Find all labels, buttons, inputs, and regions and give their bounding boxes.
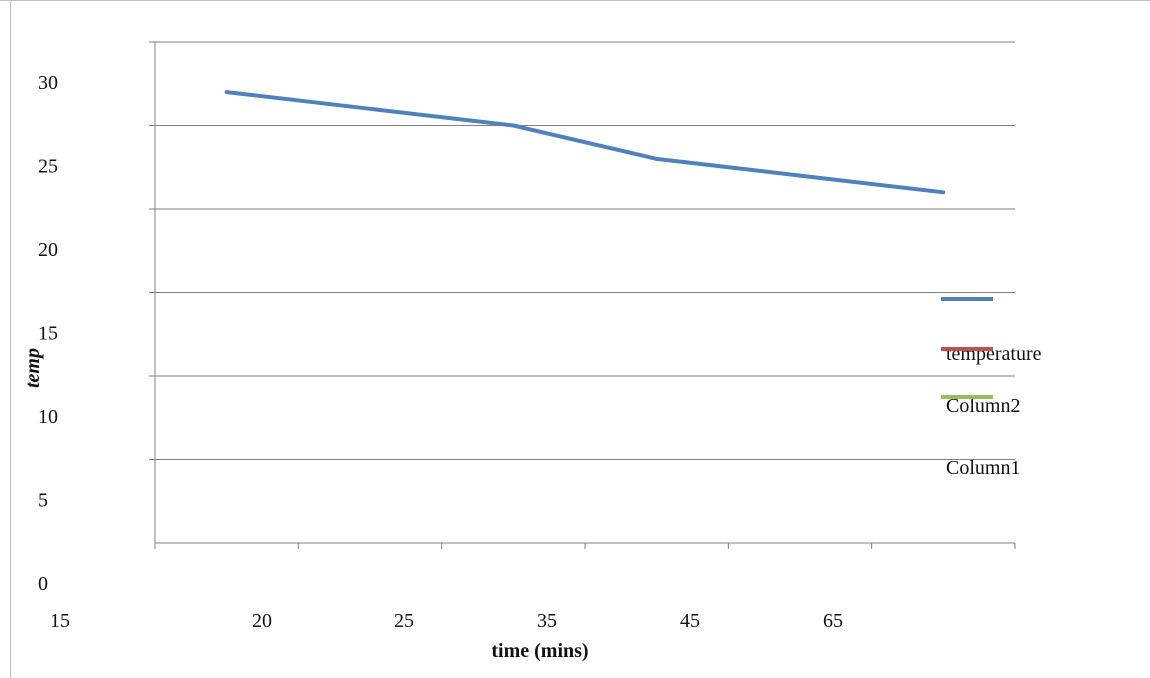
series-lines — [224, 90, 946, 195]
x-tick-label: 15 — [50, 610, 70, 632]
y-tick-label: 20 — [38, 239, 58, 261]
x-tick-label: 35 — [537, 610, 557, 632]
axes — [149, 41, 1016, 549]
y-tick-label: 0 — [38, 573, 48, 595]
legend-label: Column1 — [946, 457, 1020, 479]
legend-label: Column2 — [946, 395, 1020, 417]
y-tick-labels: 0 5 10 15 20 25 30 — [38, 72, 58, 595]
gridlines — [155, 41, 1015, 460]
frame-left-border — [10, 0, 11, 678]
frame-top-border — [0, 0, 1150, 1]
x-tick-label: 25 — [394, 610, 414, 632]
legend-label: temperature — [946, 343, 1042, 365]
y-tick-label: 10 — [38, 406, 58, 428]
x-tick-label: 45 — [680, 610, 700, 632]
series-line-temperature — [224, 90, 946, 195]
y-tick-label: 5 — [38, 490, 48, 512]
x-tick-labels: 15 20 25 35 45 65 — [50, 610, 843, 632]
x-axis-title: time (mins) — [491, 640, 588, 662]
y-tick-label: 30 — [38, 72, 58, 94]
y-tick-label: 15 — [38, 323, 58, 345]
y-axis-title: temp — [22, 348, 44, 388]
x-tick-label: 20 — [252, 610, 272, 632]
y-tick-label: 25 — [38, 156, 58, 178]
legend: temperature Column2 Column1 — [941, 297, 1042, 479]
x-tick-label: 65 — [823, 610, 843, 632]
